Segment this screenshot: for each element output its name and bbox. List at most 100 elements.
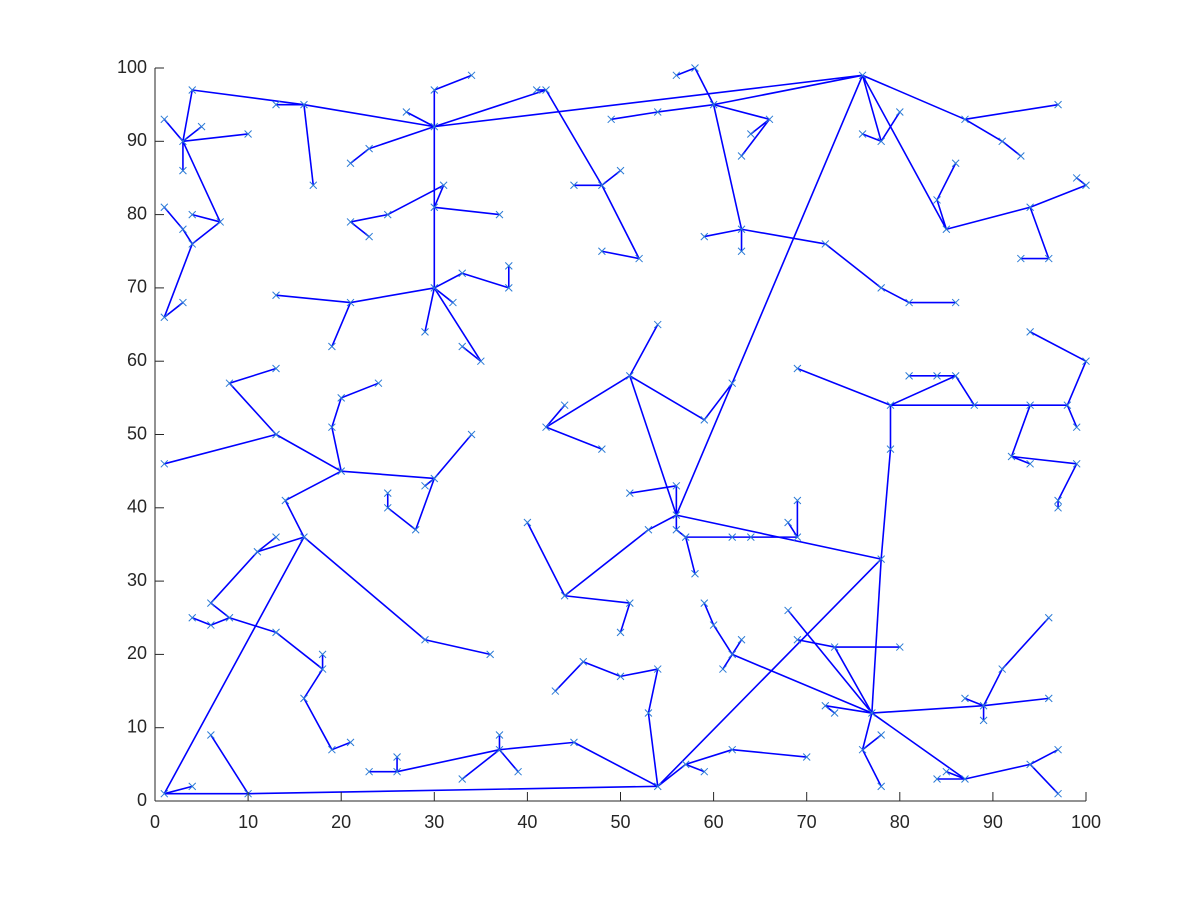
point-marker [598,445,606,454]
edge [936,162,957,201]
point-marker [207,599,215,607]
edge [210,617,230,626]
edge [890,375,956,406]
edge [303,536,426,641]
point-marker [821,240,830,248]
y-tick-label: 0 [137,790,147,810]
edge [545,426,603,450]
edge [954,375,975,406]
point-marker [653,665,662,673]
point-marker [858,130,867,138]
point-marker [681,760,690,769]
point-marker [746,533,755,541]
edge [629,324,659,377]
edge [434,74,472,91]
point-marker [1054,496,1062,505]
x-tick-label: 100 [1071,812,1101,832]
point-marker [160,789,169,798]
edge [499,741,575,751]
point-marker [430,122,439,131]
edge [331,302,352,347]
edge [731,653,873,714]
point-marker [421,635,429,644]
point-marker [700,232,709,241]
point-marker [1063,401,1072,410]
point-marker [644,709,653,717]
x-tick-label: 10 [238,812,258,832]
point-marker [365,144,373,153]
point-marker [458,342,467,351]
point-marker [216,218,225,226]
edge [182,140,221,223]
point-marker [719,665,727,673]
edge [861,75,882,142]
point-marker [504,262,513,270]
edge [284,470,342,502]
edge [983,697,1049,707]
point-marker [244,130,252,138]
point-marker [300,694,308,703]
edge [564,529,649,597]
point-marker [495,210,504,219]
point-marker [1044,694,1053,703]
y-tick-label: 50 [127,423,147,443]
point-marker [328,745,336,754]
edge [713,103,770,121]
edge [871,704,984,714]
point-marker [1072,174,1081,182]
x-tick-label: 70 [797,812,817,832]
edge [275,631,324,670]
edge [1010,404,1031,457]
point-marker [886,401,895,410]
edge [936,199,948,230]
edge [629,485,677,494]
point-marker [542,423,550,432]
point-marker [1082,181,1090,190]
point-marker [961,115,969,124]
point-marker [532,86,541,94]
point-marker [179,298,187,307]
edge [434,74,863,128]
point-marker [1054,745,1062,754]
point-marker [998,137,1007,146]
point-marker [393,767,401,776]
point-marker [784,518,792,527]
point-marker [895,108,904,116]
point-marker [933,196,941,204]
point-marker [616,166,625,175]
edge [1066,360,1087,406]
point-marker [560,401,569,410]
edge [676,67,696,77]
edge [1029,331,1087,362]
edge [433,287,482,362]
edge [704,228,742,238]
point-marker [905,372,913,380]
point-marker [951,159,960,168]
x-tick-label: 30 [424,812,444,832]
point-marker [942,767,951,776]
point-marker [598,247,606,256]
point-marker [318,665,327,673]
edge [797,638,835,648]
y-tick-label: 100 [117,57,147,77]
edge [684,536,696,574]
edge [433,272,463,289]
edge [1011,455,1031,465]
point-marker [951,298,960,307]
point-marker [272,430,280,439]
point-marker [458,269,467,278]
edge [163,243,193,318]
edge [732,748,807,758]
point-marker [672,481,681,490]
point-marker [793,533,802,541]
point-marker [1054,789,1062,798]
point-marker [430,86,439,94]
point-marker [476,357,485,366]
edge [275,294,351,304]
point-marker [1007,452,1016,461]
edge [275,433,342,472]
point-marker [644,525,653,534]
point-marker [430,474,439,483]
point-marker [225,613,234,622]
point-marker [281,496,290,505]
